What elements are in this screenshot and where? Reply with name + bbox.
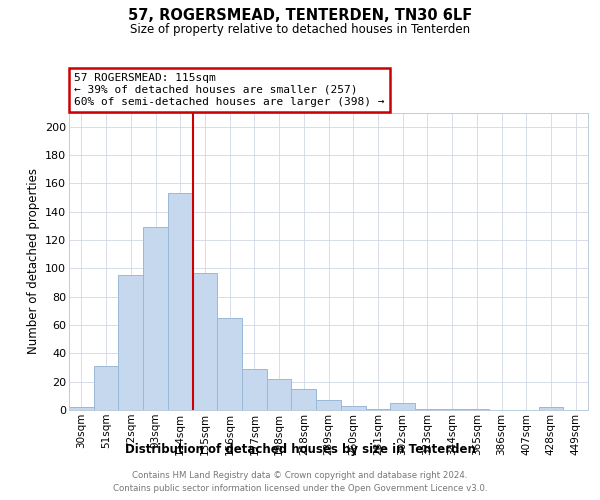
Bar bbox=[292, 389, 316, 410]
Bar bbox=[316, 400, 341, 410]
Bar bbox=[267, 379, 292, 410]
Bar bbox=[464, 408, 489, 410]
Text: 57 ROGERSMEAD: 115sqm
← 39% of detached houses are smaller (257)
60% of semi-det: 57 ROGERSMEAD: 115sqm ← 39% of detached … bbox=[74, 74, 385, 106]
Text: Contains public sector information licensed under the Open Government Licence v3: Contains public sector information licen… bbox=[113, 484, 487, 493]
Text: 57, ROGERSMEAD, TENTERDEN, TN30 6LF: 57, ROGERSMEAD, TENTERDEN, TN30 6LF bbox=[128, 8, 472, 22]
Bar bbox=[415, 408, 440, 410]
Bar bbox=[365, 408, 390, 410]
Bar bbox=[341, 406, 365, 410]
Y-axis label: Number of detached properties: Number of detached properties bbox=[26, 168, 40, 354]
Text: Distribution of detached houses by size in Tenterden: Distribution of detached houses by size … bbox=[125, 442, 475, 456]
Bar bbox=[539, 407, 563, 410]
Text: Contains HM Land Registry data © Crown copyright and database right 2024.: Contains HM Land Registry data © Crown c… bbox=[132, 471, 468, 480]
Bar bbox=[69, 407, 94, 410]
Bar bbox=[143, 227, 168, 410]
Text: Size of property relative to detached houses in Tenterden: Size of property relative to detached ho… bbox=[130, 22, 470, 36]
Bar bbox=[217, 318, 242, 410]
Bar bbox=[242, 369, 267, 410]
Bar bbox=[193, 272, 217, 410]
Bar bbox=[440, 408, 464, 410]
Bar bbox=[94, 366, 118, 410]
Bar bbox=[118, 276, 143, 410]
Bar bbox=[168, 193, 193, 410]
Bar bbox=[390, 403, 415, 410]
